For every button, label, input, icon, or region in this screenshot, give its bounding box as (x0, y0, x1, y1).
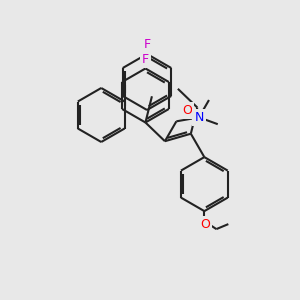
Text: F: F (142, 53, 149, 66)
Text: F: F (143, 38, 151, 52)
Text: O: O (182, 104, 192, 117)
Text: N: N (194, 111, 204, 124)
Text: O: O (200, 218, 210, 231)
